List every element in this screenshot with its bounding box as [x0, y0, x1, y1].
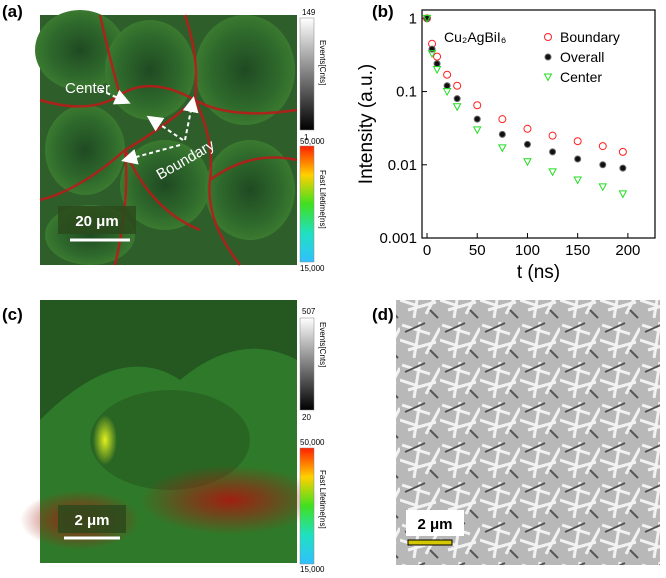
marker	[549, 148, 557, 156]
panel-d: 2 μm (d)	[372, 300, 660, 565]
lifetime-title: Fast Lifetime[ns]	[318, 470, 327, 529]
lifetime-min: 15,000	[300, 264, 325, 273]
x-axis-label: t (ns)	[517, 262, 560, 283]
x-tick-label: 150	[565, 242, 590, 259]
scale-label: 2 μm	[417, 516, 452, 533]
marker	[618, 190, 628, 199]
label-center: Center	[65, 80, 110, 97]
marker	[618, 147, 627, 156]
x-tick-label: 50	[469, 242, 486, 259]
scale-box	[58, 505, 126, 533]
marker	[498, 144, 507, 153]
panel-b: (b) 0.001 0.01 0.1 1 0 50 100 150 200 t (ns) Inten…	[356, 2, 656, 283]
panel-c: 2 μm 507 Events[Cnts] 20 50,000 Fast Lif…	[2, 300, 327, 574]
lifetime-max: 50,000	[300, 137, 325, 146]
marker	[433, 52, 442, 61]
events-title: Events[Cnts]	[318, 40, 327, 85]
colorbar-events	[299, 317, 315, 411]
x-tick-label: 0	[423, 242, 431, 259]
marker	[422, 14, 432, 23]
colorbar-events	[299, 17, 315, 131]
events-min: 1	[304, 133, 309, 142]
marker	[473, 115, 481, 123]
marker	[598, 142, 607, 151]
lifetime-max: 50,000	[300, 438, 325, 447]
marker	[433, 60, 441, 68]
marker	[452, 103, 462, 112]
events-max: 149	[302, 8, 316, 17]
arrows	[99, 89, 199, 165]
scale-box	[406, 510, 464, 536]
plot-frame	[421, 9, 656, 239]
legend-marker	[544, 53, 552, 61]
colorbar-lifetime	[299, 145, 315, 263]
panel-label: (d)	[372, 305, 394, 324]
marker	[574, 155, 582, 163]
marker	[573, 137, 582, 146]
scale-box	[58, 206, 136, 234]
marker	[473, 101, 482, 110]
legend-marker	[543, 73, 553, 82]
legend-label: Boundary	[560, 29, 620, 45]
y-tick-label: 0.1	[396, 84, 417, 101]
y-axis-label: Intensity (a.u.)	[356, 64, 377, 184]
annotation: Cu₂AgBiI₆	[444, 29, 506, 45]
y-tick-label: 0.001	[379, 230, 417, 247]
marker	[523, 158, 532, 167]
scale-bar	[407, 539, 453, 546]
colorbar-lifetime	[299, 447, 315, 565]
lifetime-min: 15,000	[300, 565, 325, 573]
legend-label: Overall	[560, 49, 604, 65]
scale-label: 2 μm	[74, 512, 109, 529]
marker	[428, 45, 436, 53]
marker	[548, 131, 557, 140]
scale-label: 20 μm	[75, 213, 118, 230]
panel-a: Center Boundary 20 μm 149 Events[Cnts] 1…	[2, 2, 327, 273]
marker	[523, 124, 532, 133]
panel-label: (a)	[2, 2, 23, 21]
marker	[619, 164, 627, 172]
marker	[573, 176, 583, 185]
y-tick-label: 1	[409, 10, 417, 27]
marker	[599, 161, 607, 169]
marker	[453, 81, 462, 90]
y-tick-label: 0.01	[388, 157, 417, 174]
marker	[442, 88, 452, 97]
marker	[598, 183, 608, 192]
events-max: 507	[302, 307, 316, 316]
marker	[443, 82, 451, 90]
marker	[453, 95, 461, 103]
marker	[443, 70, 452, 79]
marker	[498, 130, 506, 138]
marker	[472, 126, 482, 135]
marker	[427, 50, 437, 59]
marker	[548, 168, 557, 177]
marker	[498, 115, 507, 124]
panel-label: (b)	[372, 2, 394, 21]
events-min: 20	[302, 413, 311, 422]
lifetime-title: Fast Lifetime[ns]	[318, 170, 327, 229]
x-tick-label: 200	[615, 242, 640, 259]
legend-marker	[544, 33, 552, 41]
events-title: Events[Cnts]	[318, 322, 327, 367]
panel-label: (c)	[2, 305, 23, 324]
x-tick-label: 100	[515, 242, 540, 259]
legend-label: Center	[560, 69, 602, 85]
marker	[432, 66, 442, 75]
marker	[523, 140, 531, 148]
